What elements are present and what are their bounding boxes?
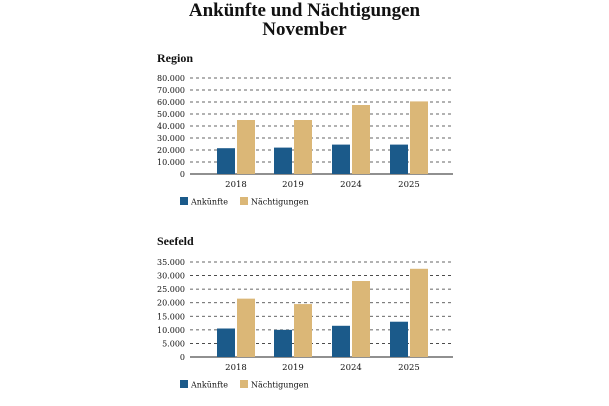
bar-naechtigungen-2024 xyxy=(352,105,370,174)
bar-naechtigungen-2025 xyxy=(410,101,428,174)
bar-ankuenfte-2025 xyxy=(390,144,408,174)
x-tick-label: 2024 xyxy=(340,363,362,373)
legend-swatch xyxy=(180,380,188,388)
legend-label: Ankünfte xyxy=(190,381,228,390)
chart-title: Region xyxy=(157,51,193,65)
y-tick-label: 30.000 xyxy=(157,272,185,281)
bar-naechtigungen-2018 xyxy=(237,298,255,357)
x-tick-label: 2018 xyxy=(225,180,247,190)
bar-naechtigungen-2024 xyxy=(352,281,370,357)
bar-ankuenfte-2018 xyxy=(217,328,235,357)
legend-label: Ankünfte xyxy=(190,198,228,207)
y-tick-label: 25.000 xyxy=(157,285,185,294)
bar-ankuenfte-2018 xyxy=(217,148,235,174)
bar-naechtigungen-2025 xyxy=(410,268,428,357)
bar-ankuenfte-2024 xyxy=(332,144,350,174)
legend-label: Nächtigungen xyxy=(251,381,309,390)
x-tick-label: 2025 xyxy=(398,363,420,373)
y-tick-label: 5.000 xyxy=(162,339,185,348)
legend-label: Nächtigungen xyxy=(251,198,309,207)
x-tick-label: 2019 xyxy=(282,180,304,190)
bar-naechtigungen-2019 xyxy=(294,120,312,174)
bar-ankuenfte-2024 xyxy=(332,325,350,357)
y-tick-label: 0 xyxy=(180,170,185,179)
page-title: Ankünfte und Nächtigungen xyxy=(188,0,421,21)
x-tick-label: 2025 xyxy=(398,180,420,190)
y-tick-label: 30.000 xyxy=(157,134,185,143)
bar-naechtigungen-2018 xyxy=(237,120,255,174)
y-tick-label: 20.000 xyxy=(157,146,185,155)
y-tick-label: 20.000 xyxy=(157,299,185,308)
y-tick-label: 70.000 xyxy=(157,86,185,95)
legend-swatch xyxy=(180,197,188,205)
bar-ankuenfte-2025 xyxy=(390,321,408,357)
y-tick-label: 10.000 xyxy=(157,326,185,335)
y-tick-label: 60.000 xyxy=(157,98,185,107)
chart-title: Seefeld xyxy=(157,234,194,248)
x-tick-label: 2018 xyxy=(225,363,247,373)
legend-swatch xyxy=(240,380,248,388)
x-tick-label: 2019 xyxy=(282,363,304,373)
y-tick-label: 0 xyxy=(180,353,185,362)
y-tick-label: 10.000 xyxy=(157,158,185,167)
y-tick-label: 40.000 xyxy=(157,122,185,131)
y-tick-label: 15.000 xyxy=(157,312,185,321)
bar-ankuenfte-2019 xyxy=(274,329,292,357)
legend-swatch xyxy=(240,197,248,205)
bar-naechtigungen-2019 xyxy=(294,304,312,357)
page-subtitle: November xyxy=(262,19,347,40)
y-tick-label: 35.000 xyxy=(157,258,185,267)
chart-region: Region 0 10.000 20.000 30.000 40.000 50.000 60.… xyxy=(157,51,453,207)
x-tick-label: 2024 xyxy=(340,180,362,190)
bar-ankuenfte-2019 xyxy=(274,147,292,174)
y-tick-label: 50.000 xyxy=(157,110,185,119)
y-tick-label: 80.000 xyxy=(157,74,185,83)
chart-seefeld: Seefeld 0 5.000 10.000 15.000 20.000 25.000 30.… xyxy=(157,234,453,390)
